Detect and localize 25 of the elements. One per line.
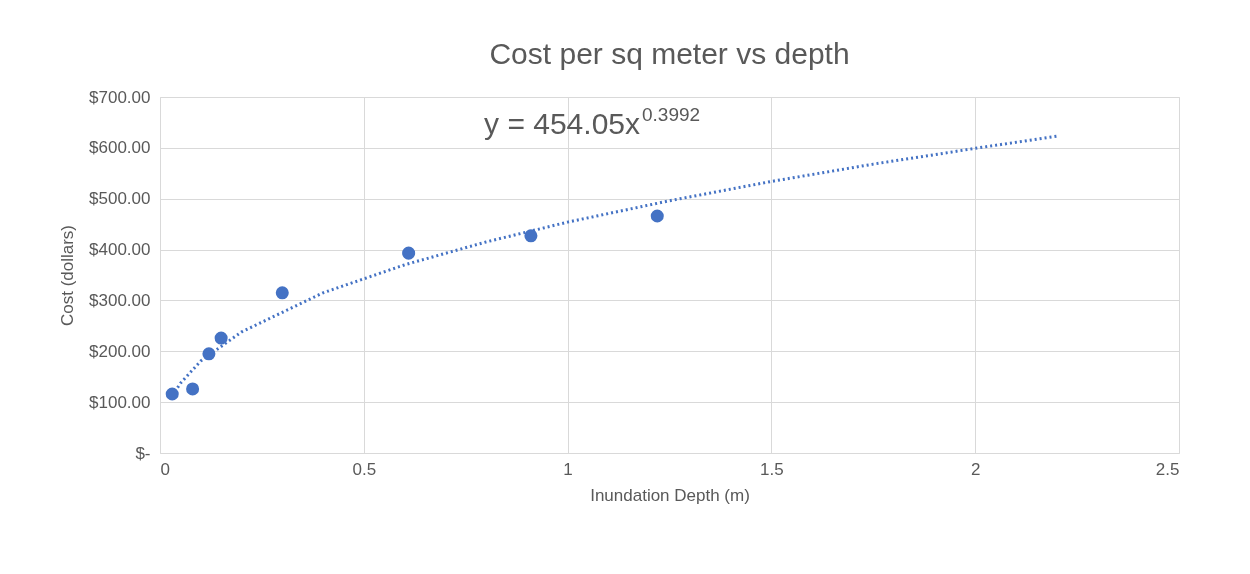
x-tick-label: 1: [563, 459, 573, 479]
x-tick-label: 2.5: [1155, 459, 1180, 479]
y-tick-label: $200.00: [89, 341, 151, 361]
point: [165, 387, 179, 401]
y-tick-label: $700.00: [89, 87, 151, 107]
point: [402, 246, 416, 260]
x-tick-label: 2: [970, 459, 981, 479]
point: [650, 209, 664, 223]
point: [275, 286, 289, 300]
point: [186, 382, 200, 396]
y-axis-title: Cost (dollars): [58, 224, 78, 327]
x-tick-label: 0.5: [352, 459, 377, 479]
point: [202, 347, 216, 361]
chart-title: Cost per sq meter vs depth: [489, 37, 850, 70]
x-axis-title: Inundation Depth (m): [590, 485, 750, 505]
y-tick-label: $500.00: [89, 189, 151, 209]
y-tick-label: $600.00: [89, 138, 151, 158]
point: [524, 229, 538, 243]
y-tick-label: $300.00: [89, 290, 151, 310]
x-tick-label: 1.5: [760, 459, 784, 479]
y-tick-label: $100.00: [89, 392, 151, 412]
y-tick-label: $-: [135, 443, 151, 463]
point: [214, 331, 228, 345]
x-tick-label: 0: [160, 459, 170, 479]
y-tick-label: $400.00: [89, 240, 151, 260]
